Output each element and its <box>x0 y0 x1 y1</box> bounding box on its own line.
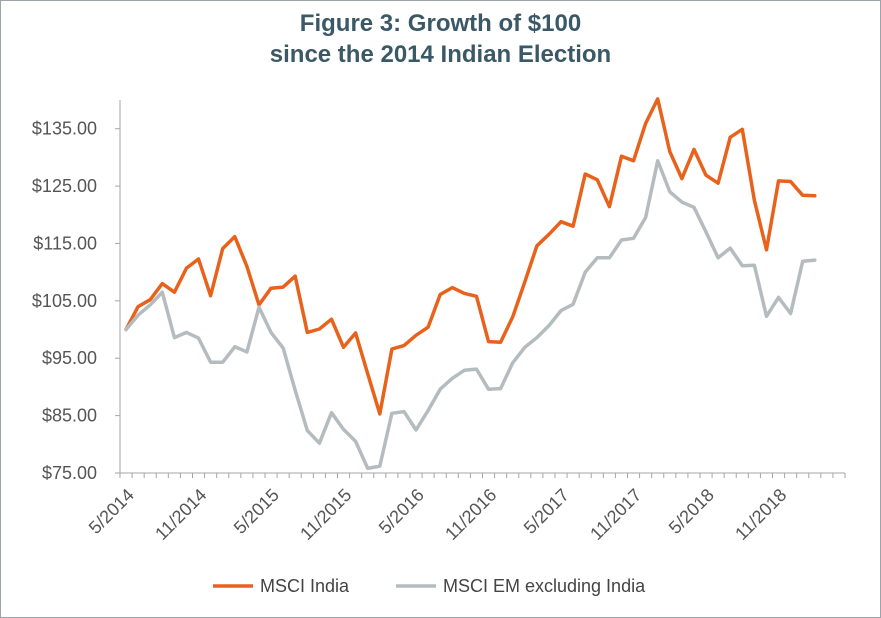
chart-title-line-1: Figure 3: Growth of $100 <box>299 10 582 37</box>
x-tick-label: 5/2018 <box>665 485 718 538</box>
x-tick-label: 5/2015 <box>230 485 283 538</box>
y-tick-label: $125.00 <box>32 176 97 196</box>
y-tick-label: $115.00 <box>33 233 97 253</box>
x-tick-label: 11/2015 <box>296 485 355 544</box>
x-tick-label: 11/2014 <box>151 485 210 544</box>
y-tick-label: $105.00 <box>32 291 97 311</box>
x-axis: 5/2014 11/2014 5/2015 11/2015 5/2016 11/2016 5… <box>85 472 846 544</box>
y-tick-label: $75.00 <box>42 463 97 483</box>
x-tick-label: 11/2016 <box>441 485 500 544</box>
x-tick-label: 5/2014 <box>85 485 138 538</box>
y-tick-label: $135.00 <box>32 119 97 139</box>
legend: MSCI India MSCI EM excluding India <box>213 576 646 596</box>
y-tick-label: $95.00 <box>42 348 97 368</box>
series-line-msci-india <box>124 97 817 416</box>
x-tick-label: 11/2018 <box>731 485 790 544</box>
x-tick-label: 5/2017 <box>520 485 573 538</box>
legend-label: MSCI EM excluding India <box>443 576 646 596</box>
legend-label: MSCI India <box>260 576 350 596</box>
chart-title: Figure 3: Growth of $100 since the 2014 … <box>0 8 881 70</box>
series-lines <box>124 97 817 471</box>
series-line-msci-em-ex-india <box>124 159 817 471</box>
chart-title-line-2: since the 2014 Indian Election <box>269 41 612 68</box>
x-tick-label: 11/2017 <box>586 485 645 544</box>
y-tick-label: $85.00 <box>42 406 97 426</box>
y-axis: $75.00 $85.00 $95.00 $105.00 $115.00 $125.00 $… <box>32 100 121 483</box>
x-tick-label: 5/2016 <box>375 485 428 538</box>
